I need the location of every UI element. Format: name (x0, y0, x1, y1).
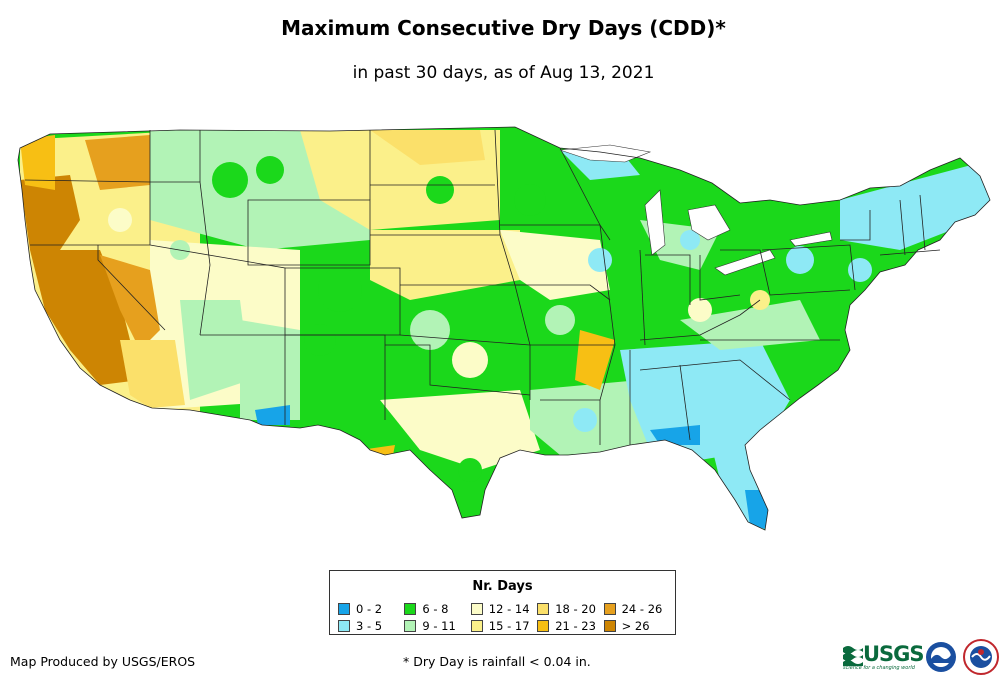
legend-item: 15 - 17 (470, 618, 537, 633)
legend-swatch (603, 602, 616, 615)
legend-label: 6 - 8 (422, 601, 449, 616)
legend-label: > 26 (621, 618, 650, 633)
agency-logos: USGS science for a changing world (843, 638, 1003, 678)
legend-item: 12 - 14 (470, 601, 537, 616)
usgs-wave-icon (843, 646, 863, 666)
legend-label: 3 - 5 (356, 618, 383, 633)
legend-item: 18 - 20 (537, 601, 603, 616)
legend-item: 9 - 11 (404, 618, 470, 633)
us-cdd-map (17, 126, 991, 531)
legend-swatch (603, 619, 616, 632)
legend-swatch (404, 602, 417, 615)
legend-label: 21 - 23 (555, 618, 596, 633)
legend-item: 6 - 8 (404, 601, 470, 616)
legend-swatch (470, 602, 483, 615)
usgs-tagline: science for a changing world (843, 665, 915, 671)
legend-swatch (404, 619, 417, 632)
legend: Nr. Days 0 - 2 6 - 8 12 - 14 18 - 20 24 - 26… (329, 570, 676, 635)
legend-swatch (537, 619, 550, 632)
map-title: Maximum Consecutive Dry Days (CDD)* (281, 16, 726, 40)
map-subtitle: in past 30 days, as of Aug 13, 2021 (352, 63, 655, 83)
nws-logo-icon (963, 639, 999, 675)
legend-item: 0 - 2 (338, 601, 404, 616)
legend-item: 21 - 23 (537, 618, 603, 633)
noaa-logo-icon (926, 642, 956, 672)
credit-text: Map Produced by USGS/EROS (10, 654, 196, 669)
legend-label: 12 - 14 (488, 601, 530, 616)
legend-label: 0 - 2 (356, 601, 383, 616)
legend-item: 3 - 5 (338, 618, 404, 633)
legend-title: Nr. Days (472, 579, 533, 594)
legend-item: > 26 (603, 618, 670, 633)
legend-label: 9 - 11 (422, 618, 456, 633)
legend-swatch (338, 619, 350, 632)
legend-label: 18 - 20 (555, 601, 596, 616)
footnote-text: * Dry Day is rainfall < 0.04 in. (403, 654, 591, 669)
usgs-logo: USGS (863, 642, 925, 666)
legend-swatch (537, 602, 550, 615)
legend-item: 24 - 26 (603, 601, 670, 616)
legend-label: 24 - 26 (621, 601, 663, 616)
legend-swatch (338, 602, 350, 615)
legend-grid: 0 - 2 6 - 8 12 - 14 18 - 20 24 - 26 3 - 5 9 - … (338, 601, 670, 633)
legend-swatch (470, 619, 483, 632)
legend-label: 15 - 17 (488, 618, 530, 633)
